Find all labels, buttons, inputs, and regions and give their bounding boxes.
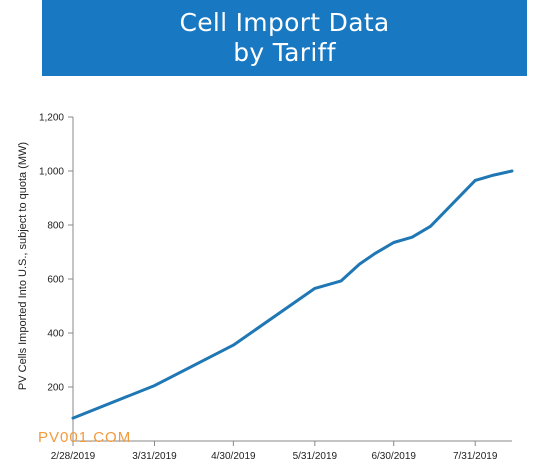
series-line xyxy=(71,169,514,420)
data-point xyxy=(429,225,432,228)
data-point xyxy=(153,384,156,387)
y-tick-label: 800 xyxy=(47,221,64,232)
x-tick-label: 6/30/2019 xyxy=(371,451,416,462)
data-point xyxy=(410,235,414,239)
title-line-1: Cell Import Data xyxy=(179,8,390,37)
data-point xyxy=(71,416,75,420)
y-tick-label: 400 xyxy=(47,329,64,340)
y-tick-label: 200 xyxy=(47,383,64,394)
data-point xyxy=(374,252,377,255)
y-axis-ticks: 200 400 600 800 1,000 1,200 xyxy=(39,113,73,394)
x-axis-ticks: 2/28/2019 3/31/2019 4/30/2019 5/31/2019 6/30… xyxy=(51,441,498,462)
y-axis-title: PV Cells Imported Into U.S., subject to … xyxy=(17,142,29,390)
title-banner: Cell Import Data by Tariff xyxy=(42,0,527,76)
data-point xyxy=(232,343,235,347)
data-point xyxy=(492,173,495,177)
y-tick-label: 1,200 xyxy=(39,113,64,124)
x-tick-label: 5/31/2019 xyxy=(293,451,338,462)
data-point xyxy=(339,279,343,283)
data-point xyxy=(313,287,317,290)
title-line-2: by Tariff xyxy=(233,38,336,67)
watermark-text: PV001.COM xyxy=(38,429,131,446)
data-point xyxy=(473,179,477,182)
x-tick-label: 7/31/2019 xyxy=(453,451,498,462)
data-point xyxy=(510,169,514,173)
x-tick-label: 3/31/2019 xyxy=(132,451,177,462)
series-layer xyxy=(71,169,514,420)
y-tick-label: 1,000 xyxy=(39,167,64,178)
data-point xyxy=(358,262,361,266)
y-tick-label: 600 xyxy=(47,275,64,286)
x-tick-label: 4/30/2019 xyxy=(211,451,256,462)
data-point xyxy=(392,241,395,244)
x-tick-label: 2/28/2019 xyxy=(51,451,96,462)
